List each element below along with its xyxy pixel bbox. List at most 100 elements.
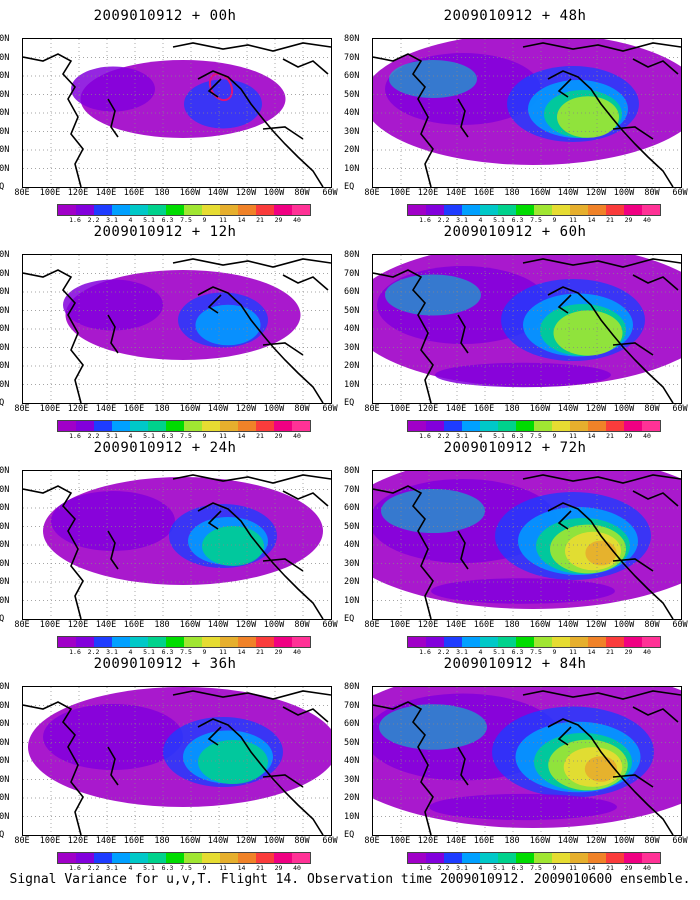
colorbar-swatch <box>292 853 310 863</box>
colorbar-swatch <box>426 853 444 863</box>
lon-tick-label: 120W <box>585 836 607 846</box>
colorbar-label: 2.2 <box>87 216 100 224</box>
lat-tick-label: 50N <box>0 305 10 316</box>
coastline <box>23 701 84 835</box>
colorbar-label: 29 <box>624 864 633 872</box>
colorbar-swatch <box>112 637 130 647</box>
colorbar-label: 7.5 <box>180 864 192 872</box>
lat-tick-label: 60N <box>344 719 360 729</box>
coastline <box>522 42 681 52</box>
colorbar-label: 1.6 <box>419 216 431 224</box>
colorbar-label: 2.2 <box>437 648 450 656</box>
colorbar-swatch <box>292 205 310 215</box>
coastline <box>522 258 681 268</box>
colorbar-label: 1.6 <box>419 648 431 656</box>
colorbar-label: 2.2 <box>437 864 450 872</box>
colorbar-label: 21 <box>606 432 614 440</box>
colorbar-swatch <box>444 205 462 215</box>
lat-tick-label: 10N <box>344 163 360 174</box>
coastline <box>197 286 324 403</box>
forecast-panel: 2009010912 + 84h 80N 70N 60N 50N 40N 30N 20N 10N… <box>344 656 690 872</box>
lat-tick-label: 70N <box>344 700 360 711</box>
colorbar-swatch <box>184 637 202 647</box>
colorbar-labels: 1.6 2.2 3.1 4 5.1 6.3 7.5 9 11 14 21 29 40 <box>57 216 337 226</box>
lon-tick-label: 100E <box>389 188 411 198</box>
lat-tick-label: 60N <box>0 287 10 297</box>
colorbar-swatch <box>220 421 238 431</box>
forecast-panel: 2009010912 + 36h 80N 70N 60N 50N 40N 30N 20N 10N… <box>0 656 340 872</box>
colorbar-label: 40 <box>643 864 651 872</box>
colorbar <box>57 420 311 432</box>
colorbar-label: 14 <box>237 648 246 656</box>
colorbar-label: 6.3 <box>511 864 524 872</box>
lon-tick-label: 140W <box>207 836 229 846</box>
lat-tick-label: 30N <box>0 342 10 353</box>
colorbar-label: 29 <box>624 432 633 440</box>
lon-tick-label: 100W <box>263 188 285 198</box>
coastline <box>547 286 674 403</box>
coastline <box>457 530 469 570</box>
lon-tick-label: 80W <box>294 836 310 846</box>
lon-tick-label: 60W <box>322 620 338 630</box>
colorbar-label: 5.1 <box>143 864 155 872</box>
lon-tick-label: 180 <box>154 836 170 846</box>
lon-tick-label: 120W <box>585 188 607 198</box>
lon-tick-label: 100E <box>389 404 411 414</box>
coastline <box>457 746 469 786</box>
colorbar-swatch <box>426 205 444 215</box>
colorbar-label: 11 <box>219 216 227 224</box>
figure-caption: Signal Variance for u,v,T. Flight 14. Ob… <box>9 872 691 887</box>
lon-tick-label: 100E <box>39 620 61 630</box>
colorbar-labels: 1.6 2.2 3.1 4 5.1 6.3 7.5 9 11 14 21 29 40 <box>407 864 687 874</box>
lat-tick-label: 10N <box>0 163 10 174</box>
colorbar-label: 2.2 <box>87 432 100 440</box>
variance-contour <box>195 304 261 346</box>
colorbar-label: 2.2 <box>87 864 100 872</box>
colorbar-swatch <box>130 205 148 215</box>
lon-tick-label: 80E <box>364 620 380 630</box>
panel-title: 2009010912 + 48h <box>443 8 587 24</box>
colorbar-swatch <box>624 853 642 863</box>
colorbar <box>407 636 661 648</box>
colorbar-swatch <box>516 853 534 863</box>
variance-contour <box>202 526 264 566</box>
lon-tick-label: 60W <box>672 620 688 630</box>
coastline <box>107 98 119 138</box>
colorbar-swatch <box>112 205 130 215</box>
colorbar-labels: 1.6 2.2 3.1 4 5.1 6.3 7.5 9 11 14 21 29 40 <box>57 864 337 874</box>
lon-tick-labels: 80E 100E 120E 140E 160E 180 160W 140W 120W 100W 80… <box>362 188 692 200</box>
colorbar <box>407 852 661 864</box>
coastline <box>262 558 304 572</box>
coastline <box>612 558 654 572</box>
lon-tick-label: 160E <box>473 620 495 630</box>
colorbar-swatch <box>642 637 660 647</box>
coastline <box>197 502 324 619</box>
colorbar-swatch <box>588 205 606 215</box>
colorbar-label: 4 <box>478 648 483 656</box>
colorbar-label: 4 <box>128 432 133 440</box>
lat-tick-label: 70N <box>0 484 10 495</box>
lat-tick-label: 70N <box>344 268 360 279</box>
variance-contour <box>584 756 618 782</box>
colorbar-label: 5.1 <box>493 864 505 872</box>
map-plot <box>372 38 682 188</box>
variance-contour <box>198 740 268 784</box>
lon-tick-label: 160W <box>179 620 201 630</box>
colorbar-label: 6.3 <box>161 432 174 440</box>
colorbar-label: 9 <box>552 432 557 440</box>
colorbar-swatch <box>256 637 274 647</box>
coastline <box>262 342 304 356</box>
colorbar-label: 5.1 <box>143 432 155 440</box>
colorbar-label: 3.1 <box>456 216 468 224</box>
lat-tick-label: 10N <box>0 811 10 822</box>
colorbar-label: 1.6 <box>419 432 431 440</box>
colorbar-swatch <box>408 205 426 215</box>
lon-tick-label: 180 <box>504 620 520 630</box>
coastline <box>547 718 674 835</box>
lon-tick-label: 100E <box>389 620 411 630</box>
lon-tick-label: 100W <box>263 620 285 630</box>
lon-tick-label: 120W <box>585 620 607 630</box>
variance-contour <box>379 704 487 750</box>
colorbar-swatch <box>112 853 130 863</box>
lon-tick-label: 100E <box>389 836 411 846</box>
